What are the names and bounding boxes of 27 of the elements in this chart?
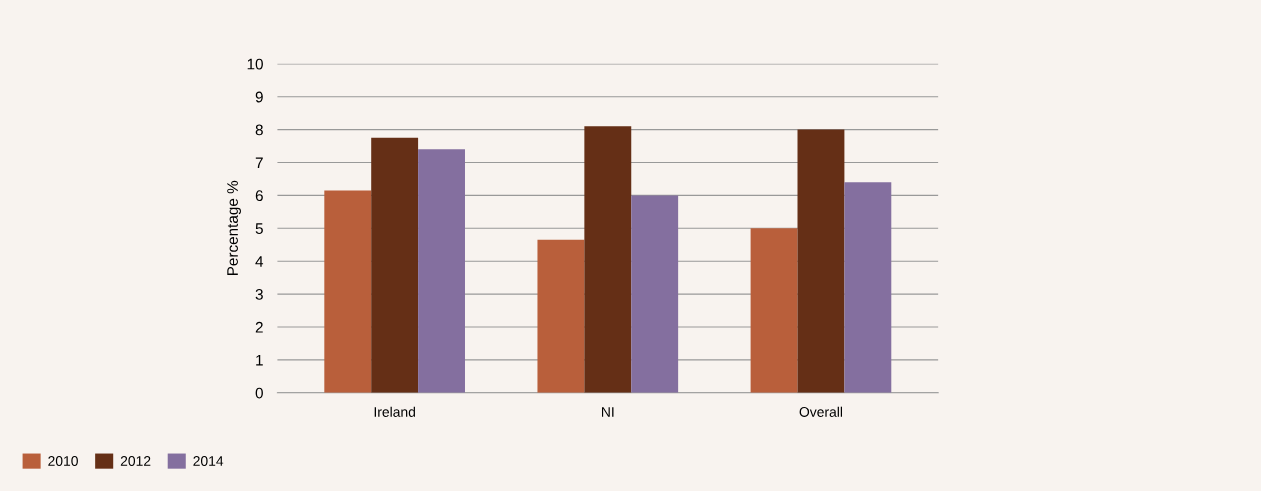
bar <box>844 182 892 393</box>
x-tick-label: Ireland <box>374 406 415 417</box>
y-tick-label: 9 <box>255 91 263 103</box>
bar <box>418 149 465 393</box>
bar <box>537 239 585 393</box>
y-tick-label: 8 <box>255 124 263 136</box>
bar <box>584 126 632 393</box>
y-tick-label: 4 <box>255 256 264 267</box>
legend-label: 2010 <box>48 456 78 466</box>
x-tick-label: NI <box>602 407 614 417</box>
y-tick-label: 2 <box>255 321 263 333</box>
bar <box>371 137 419 393</box>
legend-label: 2012 <box>120 456 151 466</box>
y-tick-label: 5 <box>255 223 263 234</box>
bar <box>797 129 845 393</box>
legend-label: 2014 <box>193 456 224 466</box>
bar <box>631 195 679 393</box>
bar <box>324 190 372 393</box>
bar <box>750 228 798 393</box>
y-tick-label: 10 <box>247 58 263 70</box>
y-axis-title: Percentage % <box>227 180 241 276</box>
y-tick-label: 0 <box>255 387 263 399</box>
y-tick-label: 6 <box>255 190 263 202</box>
x-tick-label: Overall <box>799 406 843 417</box>
y-tick-label: 3 <box>255 288 263 300</box>
y-tick-label: 7 <box>255 157 263 169</box>
y-tick-label: 1 <box>256 354 263 366</box>
